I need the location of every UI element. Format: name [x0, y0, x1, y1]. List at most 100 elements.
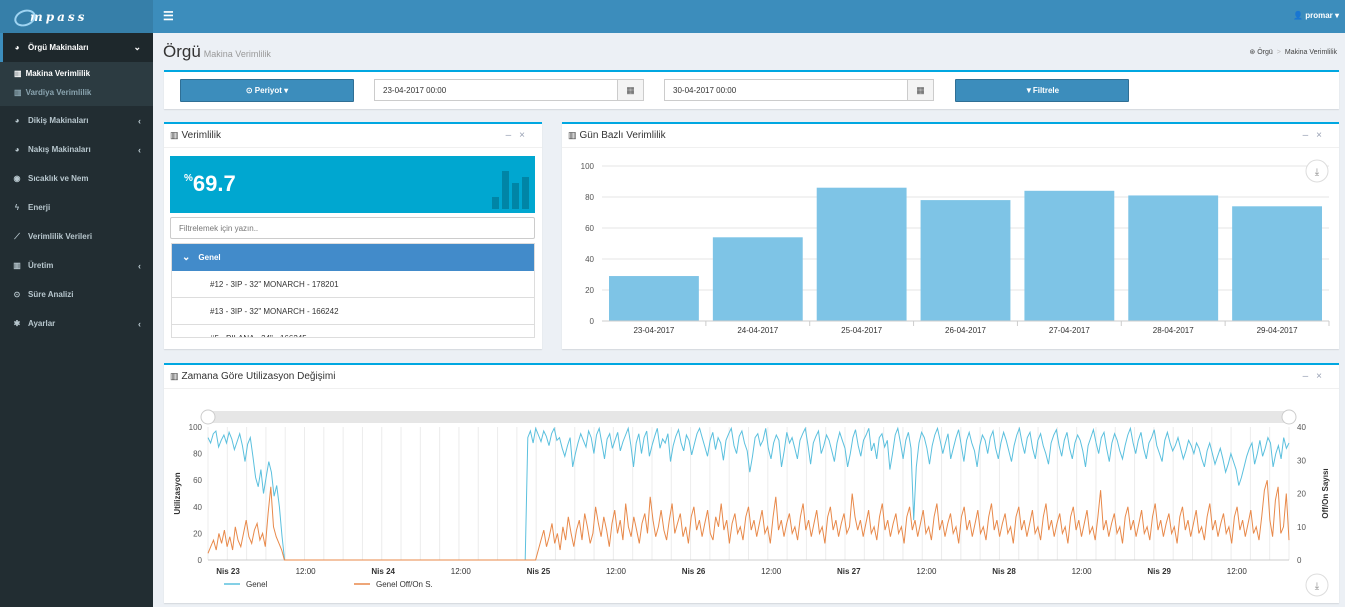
x-tick-label: 29-04-2017 [1257, 326, 1298, 335]
end-date-input[interactable]: 30-04-2017 00:00 ▦ [664, 79, 934, 101]
sidebar-item-label: Üretim [28, 261, 54, 270]
filter-button[interactable]: ▼ Filtrele [955, 79, 1129, 102]
submenu-item[interactable]: ▥ Makina Verimlilik [0, 64, 153, 83]
y-axis-label: Utilizasyon [173, 472, 182, 514]
submenu-item[interactable]: ▥ Vardiya Verimlilik [0, 83, 153, 102]
menu-toggle-icon[interactable]: ☰ [163, 9, 174, 23]
box-title: Verimlilik [181, 130, 221, 141]
chevron-down-icon: ⌄ [133, 42, 141, 52]
box-header: ▥ Verimlilik [164, 124, 542, 148]
y-tick-label: 40 [193, 503, 202, 512]
svg-text:⤓: ⤓ [1315, 167, 1320, 178]
bar-chart-icon: ▥ [568, 130, 577, 140]
sidebar-item[interactable]: ◕ Nakış Makinaları ‹ [0, 135, 153, 164]
tree-node[interactable]: #5 - PILANA - 34" - 166245 [172, 325, 534, 338]
navigator-handle [200, 409, 216, 425]
y2-tick-label: 20 [1297, 490, 1306, 499]
pie-chart-icon: ◕ [14, 116, 20, 125]
download-icon: ⤓ [1305, 159, 1329, 183]
gear-icon: ✱ [13, 319, 21, 328]
y2-axis-label: Off/On Sayısı [1321, 468, 1330, 518]
filter-input[interactable]: Filtrelemek için yazın.. [170, 217, 535, 239]
y-tick-label: 80 [585, 193, 594, 202]
utilization-line-chart: 0 20 40 60 80 100 0 10 20 30 40 Utilizasyon Off/On S… [173, 409, 1330, 597]
calendar-icon[interactable]: ▦ [907, 80, 933, 100]
sidebar-item[interactable]: ▥ Üretim ‹ [0, 251, 153, 280]
sidebar-item[interactable]: ◉ Sıcaklık ve Nem [0, 164, 153, 193]
efficiency-box: ▥ Verimlilik –× %69.7 Filtrelemek için ya… [164, 122, 542, 349]
sidebar-item[interactable]: ✱ Ayarlar ‹ [0, 309, 153, 338]
bar-chart-icon: ▥ [14, 69, 22, 78]
box-title: Zamana Göre Utilizasyon Değişimi [181, 371, 336, 382]
sidebar-item[interactable]: ◕ Örgü Makinaları ⌄ [0, 33, 153, 62]
breadcrumb-current: Makina Verimlilik [1284, 49, 1337, 56]
sidebar-item-label: Örgü Makinaları [28, 43, 89, 52]
close-icon[interactable]: × [1316, 130, 1330, 141]
page-title-text: Örgü [163, 42, 201, 61]
sidebar-item[interactable]: ϟ Enerji [0, 193, 153, 222]
x-tick-label: Nis 23 [216, 567, 240, 576]
y-tick-label: 100 [581, 162, 595, 171]
bar-chart-icon: ▥ [13, 261, 21, 270]
efficiency-kpi: %69.7 [170, 156, 535, 213]
period-dropdown-button[interactable]: ⊙ Periyot ▾ [180, 79, 354, 102]
tree-group-header[interactable]: ⌄ Genel [172, 244, 534, 271]
tree-node[interactable]: #13 - 3IP - 32" MONARCH - 166242 [172, 298, 534, 325]
start-date-value: 23-04-2017 00:00 [383, 85, 447, 95]
utilization-box: ▥ Zamana Göre Utilizasyon Değişimi –× 0 20… [164, 363, 1339, 603]
user-name: promar [1305, 11, 1333, 20]
x-tick-label: Nis 24 [371, 567, 395, 576]
sidebar-item-label: Ayarlar [28, 319, 56, 328]
close-icon[interactable]: × [1316, 371, 1330, 382]
box-tools: –× [1303, 371, 1330, 382]
bar [1024, 190, 1115, 321]
chevron-left-icon: ‹ [138, 144, 141, 155]
chevron-down-icon: ⌄ [182, 252, 191, 263]
sidebar-item-label: Verimlilik Verileri [28, 232, 93, 241]
dashboard-icon: ◉ [13, 174, 21, 183]
sidebar-item[interactable]: ⟋ Verimlilik Verileri [0, 222, 153, 251]
daily-efficiency-box: ▥ Gün Bazlı Verimlilik –× 0 20 40 60 80 100 23-… [562, 122, 1339, 349]
box-header: ▥ Zamana Göre Utilizasyon Değişimi [164, 365, 1339, 389]
x-tick-label: 12:00 [916, 567, 937, 576]
y-tick-label: 60 [585, 224, 594, 233]
y-tick-label: 100 [189, 423, 203, 432]
bar [1128, 195, 1219, 321]
sidebar-item-label: Dikiş Makinaları [28, 116, 89, 125]
y-tick-label: 20 [585, 286, 594, 295]
sidebar-item-label: Nakış Makinaları [28, 145, 91, 154]
navigator-track [208, 411, 1289, 423]
calendar-icon[interactable]: ▦ [617, 80, 643, 100]
close-icon[interactable]: × [519, 130, 533, 141]
breadcrumb-item[interactable]: Örgü [1257, 49, 1273, 56]
bar-chart-icon [492, 171, 529, 209]
logo[interactable]: mpass [0, 0, 153, 33]
y-tick-label: 60 [193, 476, 202, 485]
tree-node[interactable]: #12 - 3IP - 32" MONARCH - 178201 [172, 271, 534, 298]
sidebar-item[interactable]: ⊙ Süre Analizi [0, 280, 153, 309]
page-title: Örgü Makina Verimlilik [163, 42, 271, 62]
main-content: Örgü Makina Verimlilik ⊛ Örgü > Makina Veri… [153, 33, 1345, 607]
series-line [207, 480, 1290, 561]
sidebar-item[interactable]: ◕ Dikiş Makinaları ‹ [0, 106, 153, 135]
clock-icon: ⊙ [245, 86, 255, 95]
y2-tick-label: 30 [1297, 456, 1306, 465]
tree-group-label: Genel [198, 253, 221, 262]
x-tick-label: 12:00 [1072, 567, 1093, 576]
bar [609, 276, 699, 321]
pie-chart-icon: ◕ [14, 145, 20, 154]
period-label: Periyot [254, 86, 282, 95]
filter-bar: ⊙ Periyot ▾ 23-04-2017 00:00 ▦ 30-04-201… [164, 70, 1339, 109]
box-title: Gün Bazlı Verimlilik [579, 130, 666, 141]
collapse-icon[interactable]: – [505, 130, 520, 141]
machine-tree: ⌄ Genel #12 - 3IP - 32" MONARCH - 178201 … [171, 243, 535, 338]
navigator-handle [1281, 409, 1297, 425]
x-tick-label: 12:00 [451, 567, 472, 576]
collapse-icon[interactable]: – [1302, 371, 1317, 382]
chevron-left-icon: ‹ [138, 260, 141, 271]
collapse-icon[interactable]: – [1302, 130, 1317, 141]
legend-label: Genel Off/On S. [376, 580, 433, 589]
legend-label: Genel [246, 580, 268, 589]
user-menu[interactable]: 👤 promar ▾ [1292, 11, 1339, 20]
start-date-input[interactable]: 23-04-2017 00:00 ▦ [374, 79, 644, 101]
